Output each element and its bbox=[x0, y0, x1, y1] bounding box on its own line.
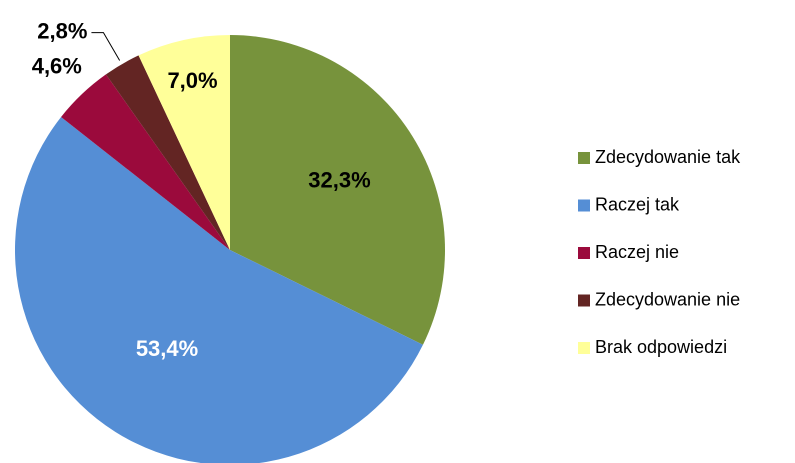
pie-slice bbox=[138, 35, 230, 250]
legend-swatch bbox=[578, 342, 590, 354]
legend-label: Zdecydowanie nie bbox=[595, 289, 740, 309]
legend-label: Brak odpowiedzi bbox=[595, 337, 727, 357]
legend-swatch bbox=[578, 152, 590, 164]
pie-slice bbox=[230, 35, 446, 345]
pie-slice bbox=[105, 55, 230, 250]
legend-label: Raczej tak bbox=[595, 194, 680, 214]
pie-slice bbox=[15, 117, 423, 463]
legend-label: Zdecydowanie tak bbox=[595, 147, 741, 167]
pie-slice bbox=[61, 74, 230, 250]
data-label: 2,8% bbox=[37, 18, 87, 43]
legend-swatch bbox=[578, 199, 590, 212]
leader-line bbox=[91, 32, 121, 61]
legend-label: Raczej nie bbox=[595, 242, 679, 262]
data-label: 53,4% bbox=[136, 336, 198, 361]
data-label: 4,6% bbox=[32, 53, 82, 78]
data-label: 7,0% bbox=[167, 68, 217, 93]
data-label: 32,3% bbox=[308, 168, 370, 193]
legend-swatch bbox=[578, 247, 590, 259]
legend-swatch bbox=[578, 294, 590, 307]
